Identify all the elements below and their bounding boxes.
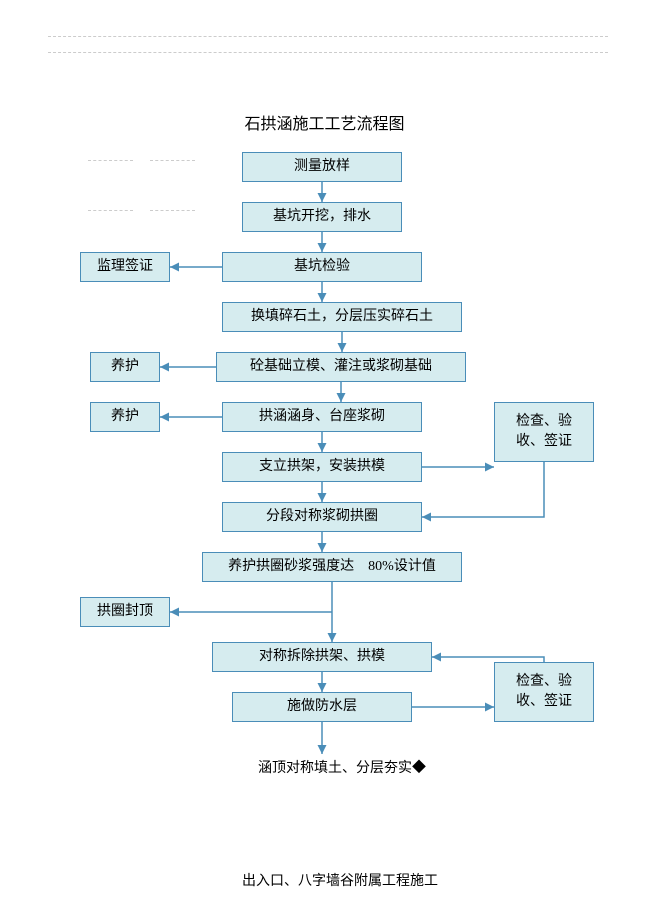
ghost-line bbox=[150, 210, 195, 211]
flow-node-n9: 养护拱圈砂浆强度达 80%设计值 bbox=[202, 552, 462, 582]
flow-node-n4: 换填碎石土，分层压实碎石土 bbox=[222, 302, 462, 332]
flow-node-n11: 施做防水层 bbox=[232, 692, 412, 722]
flow-node-n5b: 养护 bbox=[90, 352, 160, 382]
flow-text-t13: 出入口、八字墙谷附属工程施工 bbox=[200, 870, 480, 890]
ghost-line bbox=[150, 160, 195, 161]
flow-node-n10r: 检查、验收、签证 bbox=[494, 662, 594, 722]
flowchart-title: 石拱涵施工工艺流程图 bbox=[0, 110, 649, 134]
ghost-line bbox=[88, 210, 133, 211]
flow-text-t12: 涵顶对称填土、分层夯实◆ bbox=[232, 757, 452, 777]
flow-node-n6b: 养护 bbox=[90, 402, 160, 432]
flow-node-n2: 基坑开挖，排水 bbox=[242, 202, 402, 232]
ghost-line bbox=[48, 52, 608, 53]
flow-node-n3: 基坑检验 bbox=[222, 252, 422, 282]
flow-node-n10: 对称拆除拱架、拱模 bbox=[212, 642, 432, 672]
ghost-line bbox=[48, 36, 608, 37]
flow-node-n1: 测量放样 bbox=[242, 152, 402, 182]
flow-node-n6r: 检查、验收、签证 bbox=[494, 402, 594, 462]
flow-node-n8: 分段对称浆砌拱圈 bbox=[222, 502, 422, 532]
flow-node-n9b: 拱圈封顶 bbox=[80, 597, 170, 627]
flow-node-n6: 拱涵涵身、台座浆砌 bbox=[222, 402, 422, 432]
flow-node-n7: 支立拱架，安装拱模 bbox=[222, 452, 422, 482]
ghost-line bbox=[88, 160, 133, 161]
flow-node-n5: 砼基础立模、灌注或浆砌基础 bbox=[216, 352, 466, 382]
flow-node-n3b: 监理签证 bbox=[80, 252, 170, 282]
